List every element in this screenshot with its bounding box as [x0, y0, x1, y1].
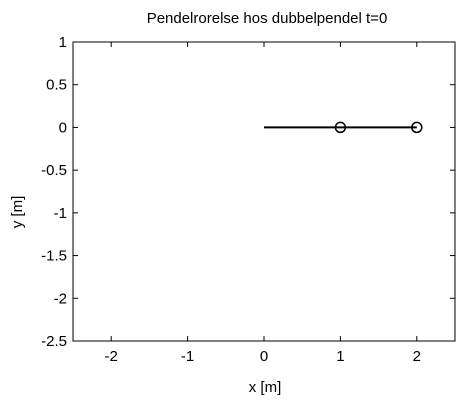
pendulum-series [264, 121, 423, 134]
y-tick-label: -1 [54, 205, 67, 222]
y-tick-label: -1.5 [41, 248, 67, 265]
x-tick-label: 1 [336, 348, 344, 365]
y-tick-label: -0.5 [41, 162, 67, 179]
x-tick-label: 2 [413, 348, 421, 365]
y-tick-label: 0 [59, 119, 67, 136]
x-axis: -2 -1 0 1 2 [105, 42, 421, 365]
y-tick-label: -2.5 [41, 333, 67, 350]
chart-title: Pendelrorelse hos dubbelpendel t=0 [147, 10, 388, 27]
y-axis-label: y [m] [9, 196, 26, 229]
x-tick-label: -1 [181, 348, 194, 365]
x-tick-label: 0 [260, 348, 268, 365]
pendulum-mass-marker [334, 121, 347, 134]
y-tick-label: 0.5 [46, 77, 67, 94]
pendulum-mass-marker [411, 121, 423, 134]
x-tick-label: -2 [105, 348, 118, 365]
y-tick-label: -2 [54, 290, 67, 307]
y-tick-label: 1 [59, 34, 67, 51]
y-axis: 1 0.5 0 -0.5 -1 -1.5 -2 -2.5 [41, 34, 455, 350]
x-axis-label: x [m] [249, 379, 282, 396]
plot-frame [72, 41, 456, 342]
